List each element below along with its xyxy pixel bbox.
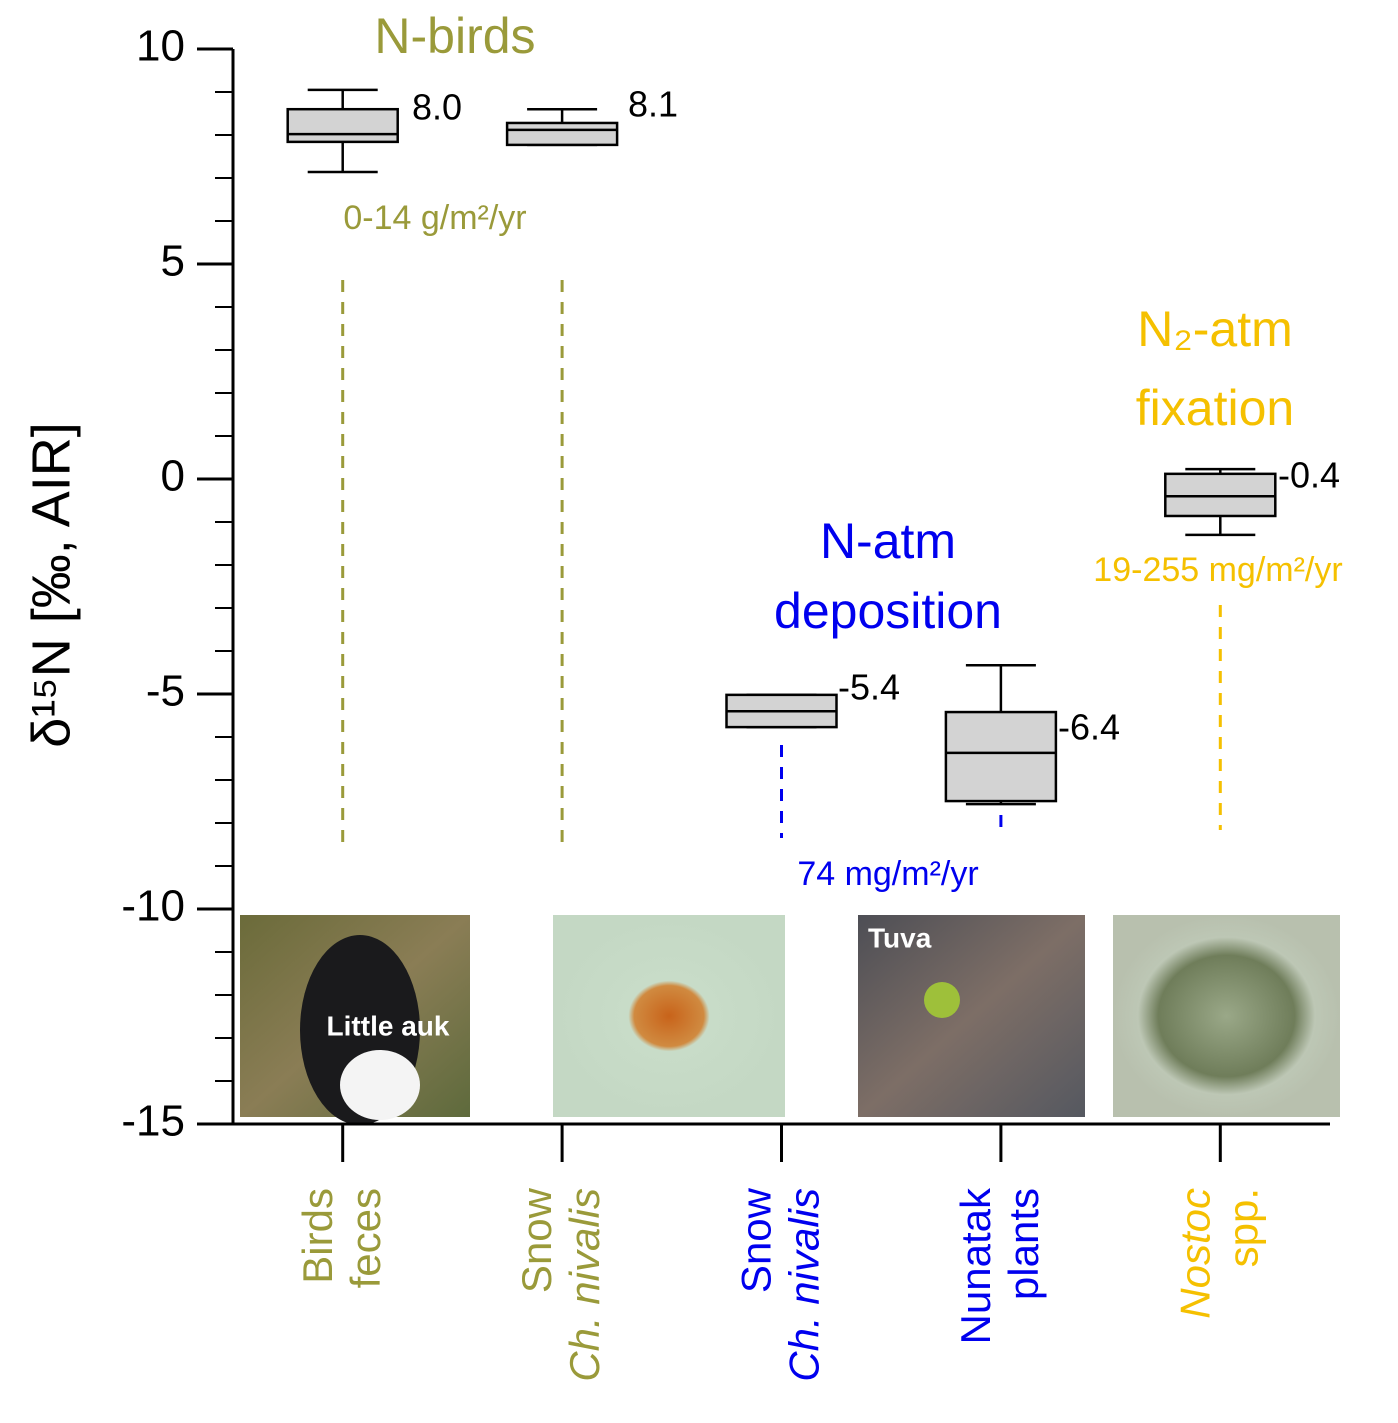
- x-tick-label: plants: [1000, 1188, 1047, 1300]
- box: [1164, 472, 1277, 518]
- value-label: -5.4: [838, 667, 900, 708]
- x-tick-label: Snow: [513, 1187, 560, 1293]
- annotation: N₂-atm: [1137, 301, 1293, 357]
- annotation: N-birds: [374, 8, 535, 64]
- annotation: fixation: [1136, 380, 1294, 436]
- photo-ch-nivalis: [553, 915, 785, 1117]
- x-tick-label: Ch. nivalis: [781, 1188, 828, 1382]
- y-tick-label: -10: [121, 882, 185, 931]
- x-tick-label: Birds: [294, 1188, 341, 1284]
- x-tick-label: Ch. nivalis: [561, 1188, 608, 1382]
- bird-belly: [340, 1050, 420, 1120]
- value-label: -6.4: [1058, 707, 1120, 748]
- value-label: 8.1: [628, 84, 678, 125]
- box: [505, 121, 619, 147]
- value-label: 8.0: [412, 87, 462, 128]
- box: [286, 107, 399, 144]
- photos: [240, 915, 1340, 1125]
- image-label: Tuva: [868, 922, 932, 953]
- annotation: 0-14 g/m²/yr: [343, 199, 526, 237]
- box: [944, 710, 1058, 803]
- photo-nostoc: [1113, 915, 1340, 1117]
- y-tick-label: -15: [121, 1097, 185, 1146]
- x-tick-label: Snow: [733, 1187, 780, 1293]
- x-tick-label: feces: [342, 1188, 389, 1288]
- annotation: 19-255 mg/m²/yr: [1093, 551, 1342, 589]
- y-tick-label: 5: [161, 237, 185, 286]
- annotation: 74 mg/m²/yr: [797, 855, 978, 893]
- photo-tuva: [858, 915, 1085, 1117]
- y-tick-label: -5: [146, 667, 185, 716]
- x-tick-label: Nunatak: [952, 1187, 999, 1344]
- x-tick-label: Nostoc: [1171, 1188, 1218, 1319]
- x-tick-label: spp.: [1219, 1188, 1266, 1267]
- y-tick-label: 10: [136, 22, 185, 71]
- annotation: deposition: [774, 583, 1002, 639]
- y-axis-label: δ¹⁵N [‰, AIR]: [21, 422, 81, 747]
- y-tick-label: 0: [161, 452, 185, 501]
- image-label: Little auk: [327, 1010, 450, 1041]
- plant: [924, 982, 960, 1018]
- value-label: -0.4: [1278, 455, 1340, 496]
- annotation: N-atm: [820, 513, 956, 569]
